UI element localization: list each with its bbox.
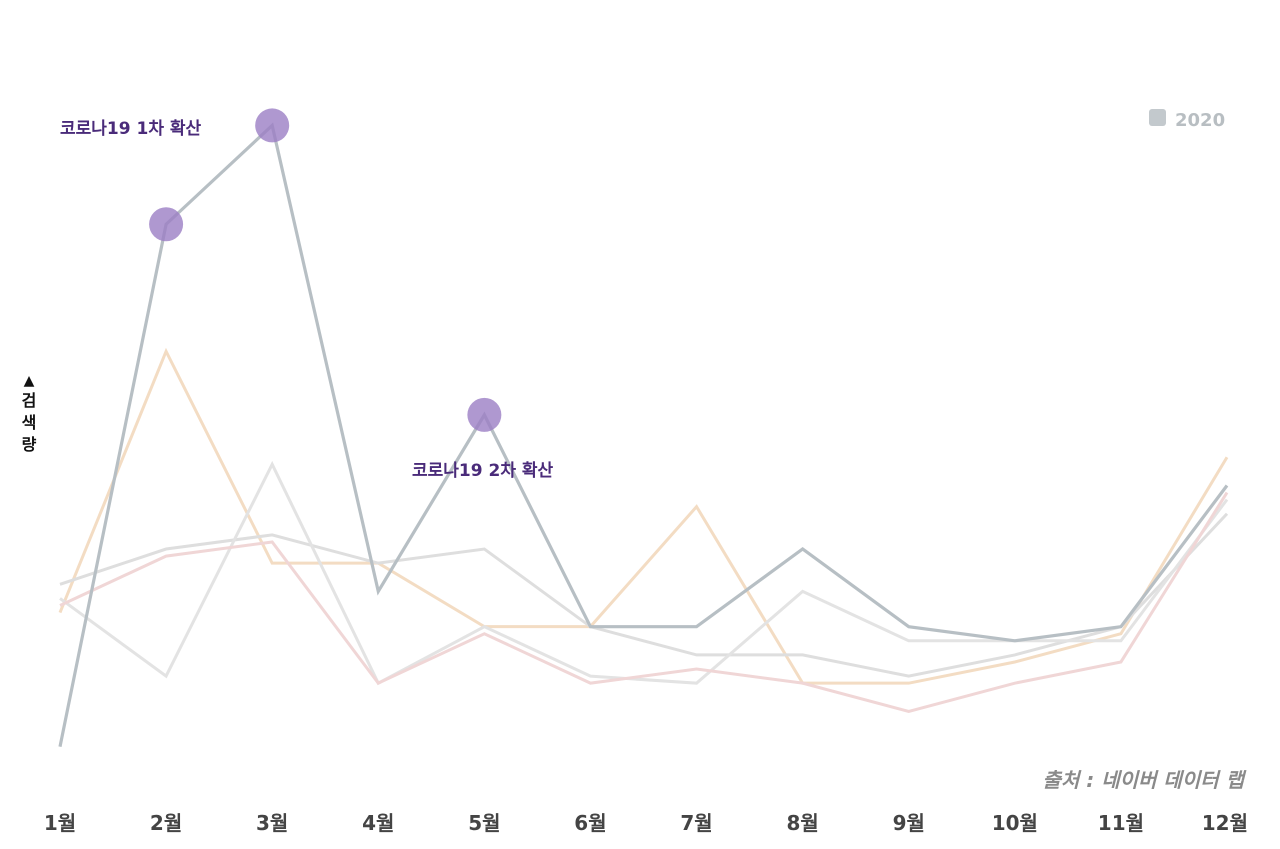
y-axis-label-char: 량 <box>21 435 37 454</box>
highlight-marker-2월 <box>149 207 184 242</box>
series-line-series-orange <box>58 347 1229 685</box>
x-axis-labels: 1월 2월 3월 4월 5월 6월 7월 8월 9월 10월 11월 12월 <box>44 811 1248 835</box>
annotation-second-wave: 코로나19 2차 확산 <box>412 461 554 481</box>
y-axis-label-char: 색 <box>21 413 37 432</box>
x-tick-label: 7월 <box>680 811 712 835</box>
series-line-series-pink <box>59 491 1229 713</box>
source-note: 출처 : 네이버 데이터 랩 <box>1043 768 1247 792</box>
series-line-series-gray-b <box>59 460 1229 686</box>
series-line-2020 <box>58 122 1229 748</box>
highlight-markers <box>149 108 502 432</box>
annotation-first-wave: 코로나19 1차 확산 <box>60 119 202 139</box>
x-tick-label: 8월 <box>786 811 818 835</box>
legend-swatch-2020 <box>1149 109 1166 126</box>
x-tick-label: 3월 <box>256 811 288 835</box>
legend: 2020 <box>1149 109 1225 131</box>
x-tick-label: 5월 <box>468 811 500 835</box>
highlight-marker-5월 <box>467 397 502 432</box>
x-tick-label: 6월 <box>574 811 606 835</box>
legend-label-2020: 2020 <box>1175 110 1225 131</box>
y-axis-arrow-icon: ▲ <box>23 373 35 389</box>
y-axis-label-char: 검 <box>21 391 37 410</box>
x-tick-label: 2월 <box>150 811 182 835</box>
x-tick-label: 9월 <box>893 811 925 835</box>
series-lines <box>58 122 1229 748</box>
series-line-series-gray-a <box>59 512 1229 678</box>
x-tick-label: 10월 <box>992 811 1038 835</box>
x-tick-label: 4월 <box>362 811 394 835</box>
x-tick-label: 11월 <box>1098 811 1144 835</box>
highlight-marker-3월 <box>255 108 290 143</box>
x-tick-label: 1월 <box>44 811 76 835</box>
x-tick-label: 12월 <box>1202 811 1248 835</box>
